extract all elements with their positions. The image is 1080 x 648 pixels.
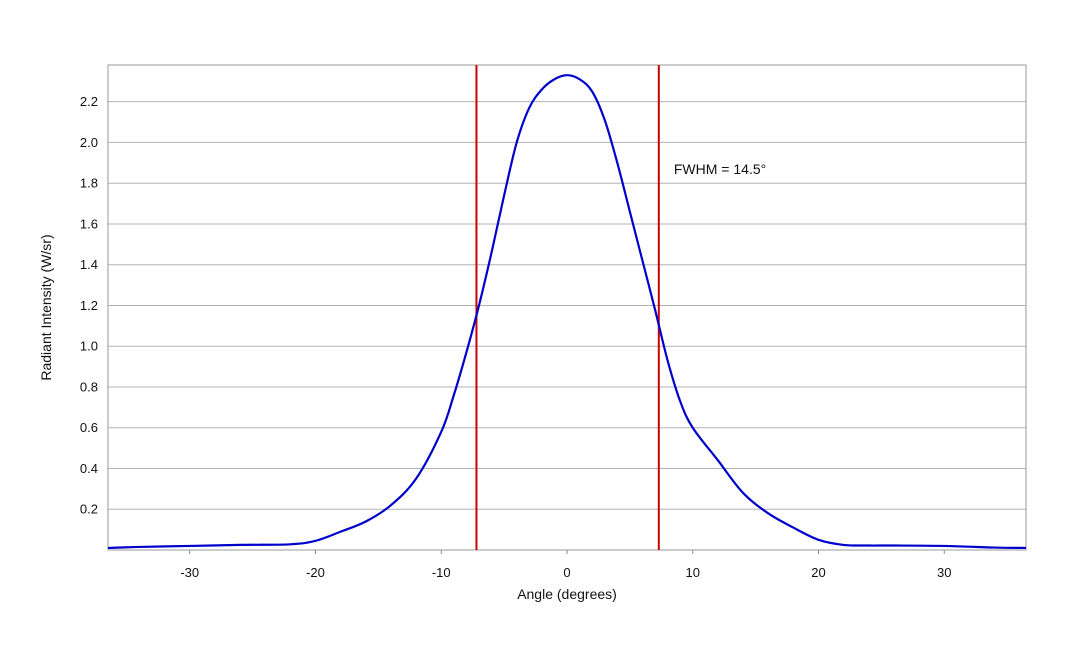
series-line (107, 74, 1027, 550)
y-tick-label: 0.6 (80, 420, 98, 435)
y-tick-labels: 0.2 0.4 0.6 0.8 1.0 1.2 1.4 1.6 1.8 2.0 2.2 (80, 94, 98, 517)
fwhm-markers (475, 65, 660, 550)
y-tick-label: 1.2 (80, 298, 98, 313)
x-axis-title: Angle (degrees) (517, 586, 617, 602)
x-tick-label: 30 (937, 565, 951, 580)
x-tick-label: -10 (432, 565, 451, 580)
y-tick-label: 2.2 (80, 94, 98, 109)
grid-lines (108, 101, 1026, 554)
y-axis-title: Radiant Intensity (W/sr) (38, 234, 54, 380)
y-tick-label: 1.6 (80, 216, 98, 231)
fwhm-annotation: FWHM = 14.5° (674, 161, 766, 177)
x-tick-labels: -30 -20 -10 0 10 20 30 (180, 565, 951, 580)
x-tick-label: -30 (180, 565, 199, 580)
y-tick-label: 0.2 (80, 502, 98, 517)
x-tick-label: 0 (563, 565, 570, 580)
x-tick-label: -20 (306, 565, 325, 580)
x-tick-label: 20 (811, 565, 825, 580)
y-tick-label: 0.4 (80, 461, 98, 476)
plot-area-border (107, 64, 1027, 551)
y-tick-label: 1.0 (80, 339, 98, 354)
y-tick-label: 1.8 (80, 176, 98, 191)
x-tick-label: 10 (686, 565, 700, 580)
y-tick-label: 0.8 (80, 379, 98, 394)
y-tick-label: 1.4 (80, 257, 98, 272)
y-tick-label: 2.0 (80, 135, 98, 150)
